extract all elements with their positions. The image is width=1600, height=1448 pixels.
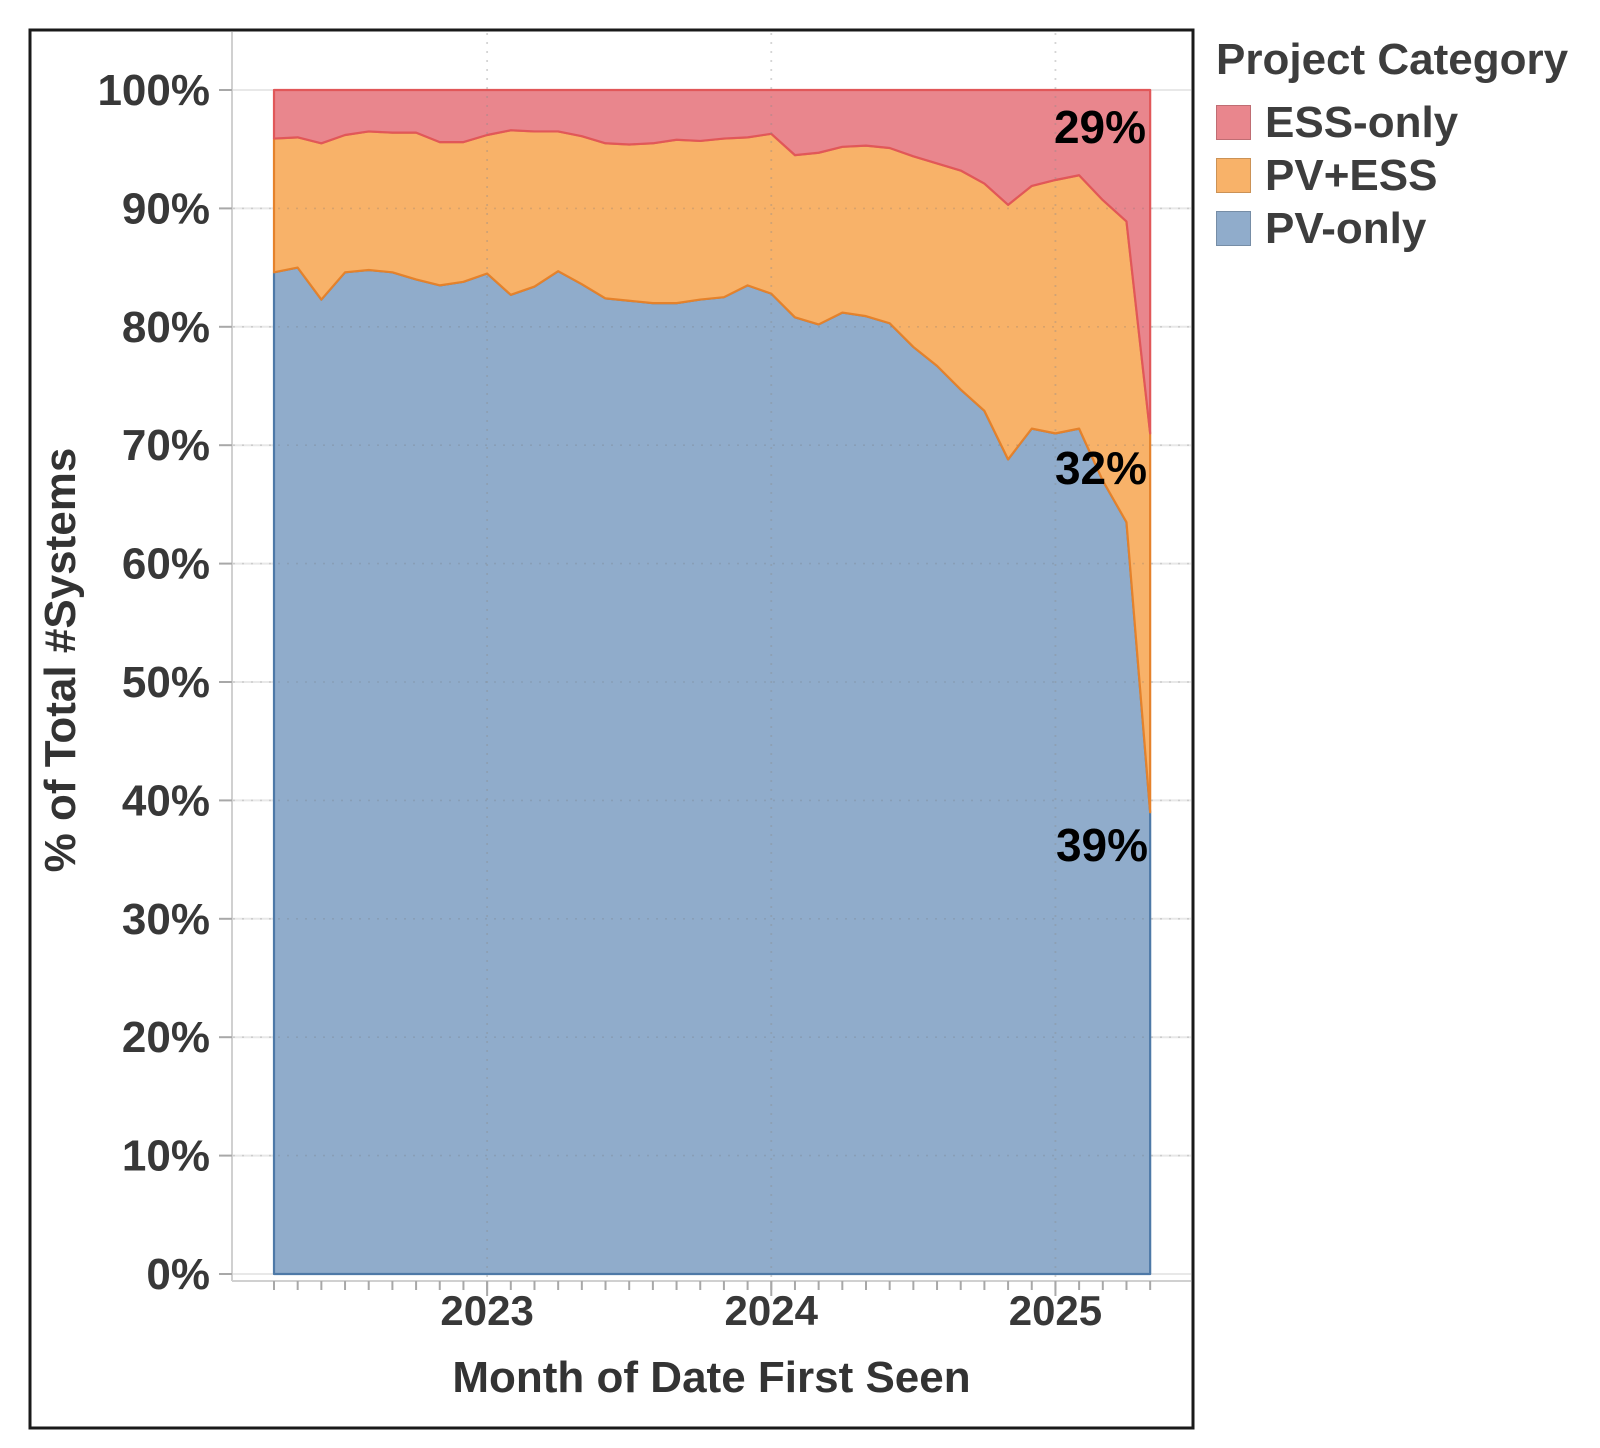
legend-label: PV+ESS (1265, 150, 1438, 200)
legend-swatch-pv+ess (1216, 158, 1251, 193)
legend-item-ess-only[interactable]: ESS-only (1216, 96, 1596, 149)
y-tick-label-40: 40% (122, 776, 210, 825)
x-tick-label-year: 2024 (725, 1287, 819, 1334)
x-tick-label-year: 2023 (440, 1287, 533, 1334)
annotation-32%: 32% (1055, 442, 1147, 494)
legend-label: PV-only (1265, 203, 1427, 253)
y-tick-label-0: 0% (146, 1250, 210, 1299)
legend-swatch-ess-only (1216, 105, 1251, 140)
x-axis-title: Month of Date First Seen (452, 1353, 970, 1402)
legend-items: ESS-only PV+ESS PV-only (1216, 96, 1596, 255)
y-tick-label-50: 50% (122, 658, 210, 707)
y-tick-label-20: 20% (122, 1013, 210, 1062)
y-tick-label-60: 60% (122, 540, 210, 589)
legend: Project Category ESS-only PV+ESS PV-only (1216, 34, 1596, 255)
annotation-39%: 39% (1056, 819, 1148, 871)
y-tick-label-100: 100% (97, 66, 210, 115)
legend-label: ESS-only (1265, 97, 1459, 147)
legend-item-pv-only[interactable]: PV-only (1216, 202, 1596, 255)
y-tick-label-70: 70% (122, 421, 210, 470)
x-tick-label-year: 2025 (1009, 1287, 1102, 1334)
annotation-29%: 29% (1054, 101, 1146, 153)
y-tick-label-90: 90% (122, 184, 210, 233)
y-axis-title: % of Total #Systems (36, 448, 85, 873)
legend-item-pv+ess[interactable]: PV+ESS (1216, 149, 1596, 202)
y-tick-label-80: 80% (122, 303, 210, 352)
legend-title: Project Category (1216, 35, 1569, 84)
y-tick-label-10: 10% (122, 1132, 210, 1181)
area-ess-only[interactable] (272, 88, 1152, 435)
y-tick-label-30: 30% (122, 895, 210, 944)
legend-swatch-pv-only (1216, 211, 1251, 246)
